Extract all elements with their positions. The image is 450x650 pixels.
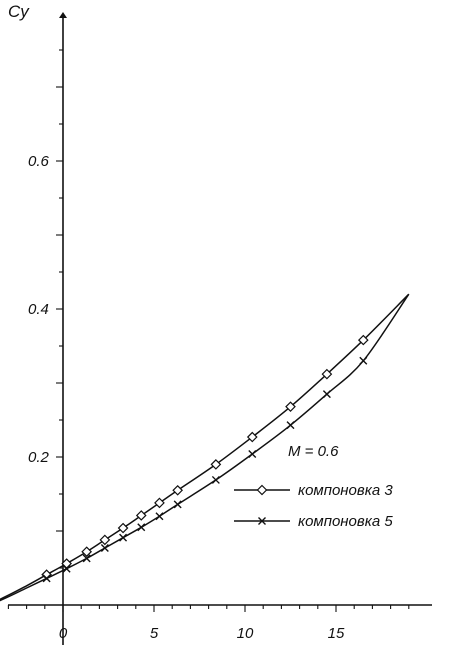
data-point-cross — [42, 574, 51, 583]
data-point-diamond — [172, 484, 184, 496]
data-point-diamond — [117, 522, 129, 534]
data-point-cross — [155, 512, 164, 521]
series-kompanovka-5 — [0, 293, 410, 602]
tick-group: 0.2 0.4 0.6 0 5 10 15 — [7, 49, 410, 642]
data-point-cross — [173, 500, 182, 509]
y-tick-label: 0.6 — [28, 153, 50, 170]
series-line — [0, 293, 410, 601]
data-point-cross — [62, 564, 71, 573]
data-point-diamond — [357, 334, 369, 346]
x-tick-label: 10 — [237, 625, 254, 642]
data-point-diamond — [246, 431, 258, 443]
x-tick-label: 15 — [328, 625, 345, 642]
legend-label: компоновка 3 — [298, 482, 393, 499]
series-kompanovka-3 — [0, 293, 410, 601]
legend: M = 0.6 компоновка 3 компоновка 5 — [234, 443, 393, 530]
data-point-cross — [286, 421, 295, 430]
x-tick-label: 0 — [59, 625, 68, 642]
data-point-cross — [100, 544, 109, 553]
legend-title: M = 0.6 — [288, 443, 339, 460]
data-point-diamond — [135, 510, 147, 521]
axes — [8, 12, 432, 645]
data-point-cross — [82, 554, 91, 563]
data-point-cross — [248, 450, 257, 459]
data-point-cross — [137, 523, 146, 532]
legend-marker-diamond — [256, 484, 268, 496]
series-group — [0, 293, 410, 602]
data-point-diamond — [99, 534, 111, 546]
data-point-diamond — [81, 546, 93, 558]
data-point-diamond — [285, 401, 296, 413]
data-point-diamond — [154, 497, 165, 509]
data-point-cross — [322, 390, 331, 399]
y-axis-title: Cy — [8, 2, 30, 21]
data-point-cross — [119, 533, 128, 542]
y-tick-label: 0.2 — [28, 449, 50, 466]
legend-marker-cross — [258, 517, 266, 525]
series-line — [0, 293, 410, 602]
data-point-cross — [359, 356, 368, 365]
data-point-diamond — [321, 368, 333, 380]
data-point-diamond — [210, 459, 222, 470]
x-axis-title: α° — [425, 648, 442, 650]
x-tick-label: 5 — [150, 625, 159, 642]
data-point-cross — [211, 475, 220, 484]
y-axis-arrow-icon — [59, 12, 67, 18]
y-tick-label: 0.4 — [28, 301, 49, 318]
legend-label: компоновка 5 — [298, 513, 393, 530]
